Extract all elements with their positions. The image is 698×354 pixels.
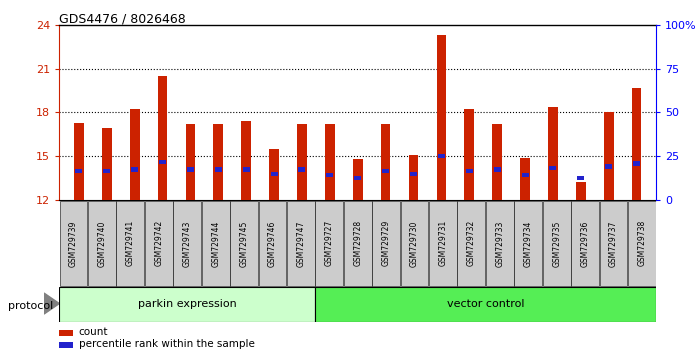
Bar xyxy=(59,201,87,286)
Bar xyxy=(315,287,656,322)
Bar xyxy=(214,124,223,200)
Bar xyxy=(605,164,612,169)
Text: GSM729740: GSM729740 xyxy=(98,220,107,267)
Text: GSM729746: GSM729746 xyxy=(268,220,277,267)
Bar xyxy=(401,201,429,286)
Text: GSM729736: GSM729736 xyxy=(581,220,590,267)
Text: GSM729731: GSM729731 xyxy=(438,220,447,267)
Bar xyxy=(271,172,278,176)
Bar xyxy=(492,124,502,200)
Polygon shape xyxy=(44,293,59,314)
Bar xyxy=(325,124,335,200)
Bar xyxy=(372,201,400,286)
Bar xyxy=(59,287,315,322)
Bar xyxy=(145,201,172,286)
Bar xyxy=(577,176,584,180)
Text: GSM729734: GSM729734 xyxy=(524,220,533,267)
Bar xyxy=(355,176,361,180)
Bar xyxy=(75,169,82,173)
Bar xyxy=(173,201,201,286)
Bar xyxy=(548,107,558,200)
Bar xyxy=(158,76,168,200)
Text: GSM729747: GSM729747 xyxy=(297,220,306,267)
Text: GSM729732: GSM729732 xyxy=(467,220,476,267)
Bar xyxy=(464,109,474,200)
Bar xyxy=(633,161,640,166)
Bar xyxy=(380,124,390,200)
Bar xyxy=(457,201,485,286)
Bar xyxy=(103,169,110,173)
Text: percentile rank within the sample: percentile rank within the sample xyxy=(78,339,254,349)
Bar xyxy=(102,129,112,200)
Text: protocol: protocol xyxy=(8,301,54,311)
Bar xyxy=(344,201,371,286)
Bar xyxy=(299,167,306,172)
Bar xyxy=(315,201,343,286)
Text: GSM729730: GSM729730 xyxy=(410,220,419,267)
Bar xyxy=(353,159,362,200)
Text: GDS4476 / 8026468: GDS4476 / 8026468 xyxy=(59,12,186,25)
Text: GSM729741: GSM729741 xyxy=(126,220,135,267)
Bar xyxy=(571,201,599,286)
Bar xyxy=(243,167,250,172)
Bar xyxy=(297,124,307,200)
Bar xyxy=(159,160,166,164)
Bar xyxy=(486,201,514,286)
Bar xyxy=(493,167,500,172)
Bar xyxy=(242,121,251,200)
Bar xyxy=(521,173,528,177)
Text: count: count xyxy=(78,327,108,337)
Bar xyxy=(520,158,530,200)
Text: GSM729729: GSM729729 xyxy=(382,220,391,267)
Text: GSM729733: GSM729733 xyxy=(496,220,505,267)
Bar xyxy=(230,201,258,286)
Bar xyxy=(131,167,138,172)
Text: GSM729739: GSM729739 xyxy=(69,220,78,267)
Bar xyxy=(287,201,315,286)
Bar xyxy=(514,201,542,286)
Text: GSM729745: GSM729745 xyxy=(239,220,248,267)
Bar xyxy=(632,87,641,200)
Bar xyxy=(59,330,73,336)
Text: GSM729728: GSM729728 xyxy=(353,220,362,267)
Bar xyxy=(327,173,334,177)
Text: GSM729738: GSM729738 xyxy=(637,220,646,267)
Text: GSM729743: GSM729743 xyxy=(183,220,192,267)
Bar xyxy=(576,183,586,200)
Bar xyxy=(410,172,417,176)
Bar xyxy=(382,169,389,173)
Text: GSM729727: GSM729727 xyxy=(325,220,334,267)
Bar xyxy=(215,167,222,172)
Bar xyxy=(117,201,144,286)
Bar xyxy=(258,201,286,286)
Bar xyxy=(429,201,457,286)
Bar xyxy=(130,109,140,200)
Bar xyxy=(543,201,570,286)
Bar xyxy=(74,122,84,200)
Bar xyxy=(604,113,614,200)
Bar xyxy=(600,201,628,286)
Text: GSM729742: GSM729742 xyxy=(154,220,163,267)
Text: GSM729744: GSM729744 xyxy=(211,220,220,267)
Text: vector control: vector control xyxy=(447,299,524,309)
Bar xyxy=(59,342,73,348)
Bar xyxy=(549,166,556,170)
Bar xyxy=(187,167,194,172)
Bar xyxy=(186,124,195,200)
Bar xyxy=(269,149,279,200)
Bar xyxy=(408,155,418,200)
Text: GSM729737: GSM729737 xyxy=(609,220,618,267)
Bar xyxy=(202,201,230,286)
Bar xyxy=(436,35,446,200)
Bar xyxy=(438,154,445,158)
Text: GSM729735: GSM729735 xyxy=(552,220,561,267)
Bar xyxy=(466,169,473,173)
Bar xyxy=(88,201,116,286)
Text: parkin expression: parkin expression xyxy=(138,299,237,309)
Bar xyxy=(628,201,656,286)
